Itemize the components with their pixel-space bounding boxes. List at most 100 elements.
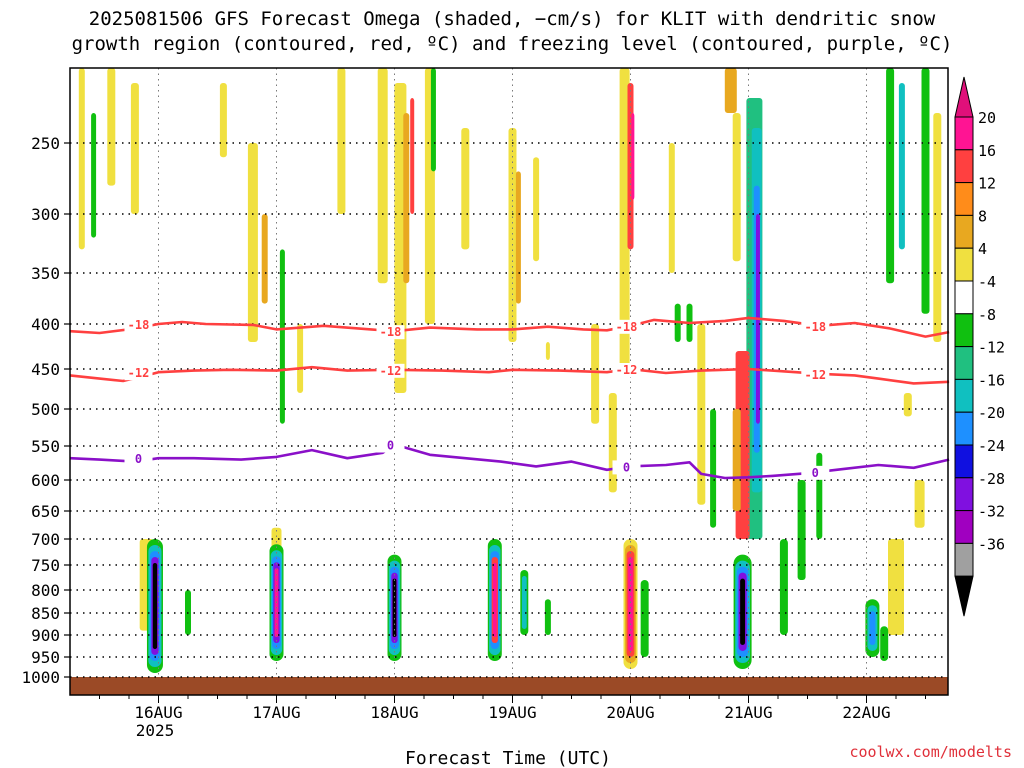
colorbar-label: -20 bbox=[978, 404, 1005, 422]
grid-lines bbox=[70, 68, 948, 678]
contour-label: -12 bbox=[616, 363, 638, 377]
contours: -18 -18 -18 -18 -12 -12 -12 -12 0 0 0 0 bbox=[69, 316, 950, 480]
colorbar-label: -16 bbox=[978, 371, 1005, 389]
colorbar-label: 4 bbox=[978, 240, 987, 258]
x-tick-label: 18AUG bbox=[370, 703, 418, 722]
colorbar-label: -4 bbox=[978, 273, 996, 291]
omega-shade-region bbox=[78, 68, 85, 250]
colorbar-swatch bbox=[954, 477, 974, 512]
omega-shade-region bbox=[107, 68, 116, 186]
colorbar-swatch bbox=[954, 182, 974, 216]
colorbar-swatch bbox=[954, 247, 974, 282]
omega-shade-region bbox=[219, 83, 227, 158]
omega-shade-region bbox=[668, 143, 675, 273]
omega-shade-region bbox=[279, 249, 285, 424]
colorbar-label: 12 bbox=[978, 175, 996, 193]
colorbar-swatch bbox=[954, 280, 974, 315]
y-tick-label: 400 bbox=[31, 315, 60, 334]
omega-shade-region bbox=[921, 68, 930, 314]
contour-label-bg bbox=[801, 465, 830, 480]
contour-label-bg bbox=[801, 319, 830, 334]
colorbar-label: 16 bbox=[978, 142, 996, 160]
x-tick-label: 22AUG bbox=[842, 703, 890, 722]
x-tick-label: 16AUG bbox=[134, 703, 182, 722]
omega-shade-region bbox=[697, 324, 706, 505]
chart-title: 2025081506 GFS Forecast Omega (shaded, −… bbox=[89, 8, 936, 30]
omega-shade-region bbox=[377, 68, 388, 284]
credit-text: coolwx.com/modelts bbox=[849, 743, 1012, 761]
colorbar-label: 20 bbox=[978, 109, 996, 127]
omega-shade-region bbox=[508, 128, 517, 342]
y-tick-label: 650 bbox=[31, 502, 60, 521]
colorbar-swatch bbox=[954, 444, 974, 479]
colorbar-swatch bbox=[954, 378, 974, 413]
y-tick-label: 750 bbox=[31, 556, 60, 575]
contour-line bbox=[69, 443, 950, 480]
colorbar-swatch bbox=[954, 510, 974, 544]
omega-shade-region bbox=[261, 214, 268, 304]
contour-label-bg bbox=[124, 452, 153, 467]
omega-shade-region bbox=[533, 157, 540, 262]
omega-core-region bbox=[152, 563, 158, 649]
contour-label: -12 bbox=[380, 364, 402, 378]
colorbar: 20 16 12 8 4 -4 -8 -12 -16 -20 -24 -28 -32 -36 bbox=[954, 76, 1005, 617]
colorbar-label: 8 bbox=[978, 207, 987, 225]
colorbar-label: -28 bbox=[978, 470, 1005, 488]
ground-band bbox=[70, 677, 948, 695]
y-tick-label: 250 bbox=[31, 134, 60, 153]
x-tick-label: 21AUG bbox=[724, 703, 772, 722]
omega-shade-region bbox=[608, 393, 617, 493]
colorbar-label: -32 bbox=[978, 503, 1005, 521]
colorbar-swatch bbox=[954, 542, 974, 577]
year-label: 2025 bbox=[136, 721, 175, 740]
contour-label-bg bbox=[124, 318, 153, 332]
y-tick-label: 350 bbox=[31, 264, 60, 283]
omega-shade-region bbox=[403, 113, 410, 284]
omega-shade-region bbox=[710, 409, 717, 528]
x-tick-label: 17AUG bbox=[252, 703, 300, 722]
y-axis: 250 300 350 400 450 500 550 600 650 700 750 800 850 9… bbox=[21, 134, 70, 687]
omega-core-region bbox=[779, 539, 788, 635]
contour-label-bg bbox=[376, 363, 405, 378]
omega-shade-region bbox=[91, 113, 97, 238]
omega-shade-region bbox=[337, 68, 346, 214]
omega-shade-region bbox=[724, 68, 737, 113]
contour-label: -12 bbox=[804, 368, 826, 382]
omega-shade-region bbox=[732, 113, 741, 262]
contour-label-bg bbox=[376, 325, 405, 340]
omega-core-region bbox=[492, 563, 497, 637]
colorbar-swatch bbox=[954, 149, 974, 184]
omega-shade-region bbox=[886, 68, 895, 284]
colorbar-swatch bbox=[954, 313, 974, 348]
colorbar-swatch bbox=[954, 116, 974, 151]
omega-shade-region bbox=[631, 113, 635, 200]
omega-shade-region bbox=[461, 128, 470, 250]
colorbar-top-arrow bbox=[954, 76, 974, 118]
x-tick-label: 20AUG bbox=[606, 703, 654, 722]
omega-shade-region bbox=[130, 83, 139, 214]
y-tick-label: 700 bbox=[31, 530, 60, 549]
contour-label: -12 bbox=[128, 366, 150, 380]
y-tick-label: 900 bbox=[31, 626, 60, 645]
contour-label-bg bbox=[612, 319, 641, 334]
y-tick-label: 600 bbox=[31, 471, 60, 490]
y-tick-label: 500 bbox=[31, 400, 60, 419]
omega-shade-region bbox=[914, 480, 925, 528]
y-tick-label: 300 bbox=[31, 205, 60, 224]
y-tick-label: 850 bbox=[31, 604, 60, 623]
omega-shade-region bbox=[545, 342, 550, 360]
x-axis-label: Forecast Time (UTC) bbox=[405, 748, 611, 768]
omega-shade-region bbox=[591, 324, 600, 424]
contour-label-bg bbox=[801, 367, 830, 382]
colorbar-label: -24 bbox=[978, 437, 1005, 455]
colorbar-label: -12 bbox=[978, 339, 1005, 357]
omega-shade-region bbox=[732, 409, 741, 511]
plot-frame bbox=[69, 67, 949, 696]
omega-core-region bbox=[740, 578, 746, 645]
omega-shade-region bbox=[515, 171, 521, 304]
omega-shade-region bbox=[297, 324, 304, 393]
y-tick-label: 550 bbox=[31, 437, 60, 456]
contour-label: -18 bbox=[616, 320, 638, 334]
contour-label: 0 bbox=[623, 460, 630, 474]
